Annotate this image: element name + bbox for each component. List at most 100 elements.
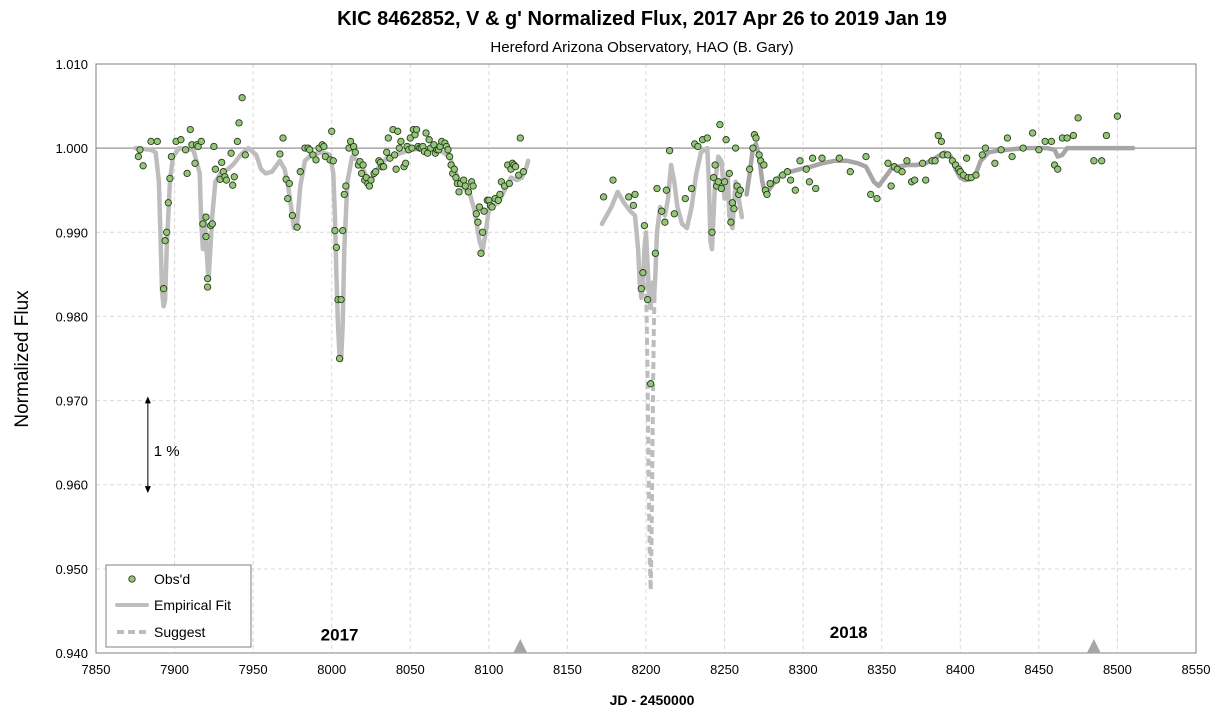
x-axis-title: JD - 2450000 xyxy=(610,692,695,708)
obs-point xyxy=(285,179,293,188)
x-tick-label: 8550 xyxy=(1182,662,1211,677)
obs-point xyxy=(199,220,207,228)
obs-point xyxy=(357,169,366,178)
obs-point xyxy=(519,168,528,176)
obs-point xyxy=(1008,152,1016,161)
obs-point xyxy=(898,168,906,176)
obs-point xyxy=(722,136,730,144)
obs-point xyxy=(944,151,952,159)
obs-point xyxy=(496,190,504,199)
obs-point xyxy=(233,137,242,146)
observed-series xyxy=(134,94,1122,388)
obs-point xyxy=(1028,129,1037,137)
legend: Obs'd Empirical Fit Suggest xyxy=(105,564,252,648)
obs-point xyxy=(931,157,939,165)
obs-point xyxy=(422,129,430,137)
obs-point xyxy=(494,196,502,204)
obs-point xyxy=(1047,137,1056,146)
obs-point xyxy=(786,176,795,184)
obs-point xyxy=(629,201,638,210)
x-tick-label: 7900 xyxy=(160,662,189,677)
obs-point xyxy=(746,165,754,173)
obs-point xyxy=(312,156,320,164)
obs-point xyxy=(1063,134,1071,142)
obs-point xyxy=(474,218,482,226)
obs-point xyxy=(997,146,1005,154)
suggest-line xyxy=(644,282,657,592)
obs-point xyxy=(335,354,344,363)
obs-point xyxy=(766,179,774,188)
obs-point xyxy=(488,203,496,211)
x-tick-label: 8300 xyxy=(789,662,818,677)
obs-point xyxy=(337,295,345,304)
obs-point xyxy=(367,176,375,184)
obs-point xyxy=(760,161,768,169)
x-tick-label: 7850 xyxy=(82,662,111,677)
obs-point xyxy=(276,150,284,158)
obs-point xyxy=(725,169,733,178)
obs-point xyxy=(208,220,216,228)
obs-point xyxy=(1035,146,1043,154)
obs-point xyxy=(599,193,608,201)
obs-point xyxy=(1019,144,1027,152)
y-tick-label: 0.970 xyxy=(55,394,88,409)
empirical-fit-line xyxy=(599,145,745,311)
obs-point xyxy=(194,142,202,151)
obs-point xyxy=(812,184,820,193)
obs-point xyxy=(670,210,678,218)
obs-point xyxy=(1074,114,1082,122)
obs-point xyxy=(796,157,804,165)
obs-point xyxy=(134,152,143,161)
y-tick-label: 0.980 xyxy=(55,309,88,324)
obs-point xyxy=(177,136,185,144)
y-tick-label: 0.950 xyxy=(55,562,88,577)
obs-point xyxy=(755,151,763,159)
obs-point xyxy=(464,188,473,196)
obs-point xyxy=(1054,165,1062,173)
obs-point xyxy=(455,188,463,196)
year-end-marker xyxy=(1086,639,1101,653)
obs-point xyxy=(383,148,391,156)
obs-point xyxy=(991,159,999,167)
obs-point xyxy=(1041,137,1049,146)
annotations: 2017 2018 1 % xyxy=(144,396,1101,653)
obs-point xyxy=(167,152,176,161)
obs-point xyxy=(934,131,942,140)
obs-point xyxy=(720,178,729,186)
year-end-marker xyxy=(513,639,528,653)
obs-point xyxy=(478,228,487,236)
x-tick-label: 8100 xyxy=(474,662,503,677)
obs-point xyxy=(203,283,212,291)
obs-point xyxy=(475,203,484,211)
obs-point xyxy=(460,176,468,184)
year-label: 2017 xyxy=(321,625,359,644)
obs-point xyxy=(647,380,655,388)
legend-fit-label: Empirical Fit xyxy=(154,597,231,613)
obs-point xyxy=(340,190,348,199)
grid xyxy=(96,64,1196,653)
obs-point xyxy=(818,154,826,162)
obs-point xyxy=(511,163,520,171)
y-axis-title: Normalized Flux xyxy=(12,290,33,428)
obs-point xyxy=(867,190,875,199)
obs-point xyxy=(651,249,660,257)
obs-point xyxy=(505,179,513,188)
obs-point xyxy=(609,176,617,184)
obs-point xyxy=(1090,157,1098,165)
obs-point xyxy=(397,137,405,146)
scale-arrow-head-up xyxy=(144,396,151,404)
obs-point xyxy=(653,184,661,193)
obs-point xyxy=(210,142,218,151)
obs-point xyxy=(1069,131,1078,140)
obs-point xyxy=(197,137,205,146)
obs-point xyxy=(727,218,735,226)
x-tick-label: 8050 xyxy=(396,662,425,677)
obs-point xyxy=(395,144,403,152)
obs-point xyxy=(625,193,633,201)
obs-point xyxy=(480,207,488,215)
obs-point xyxy=(166,174,174,183)
y-tick-label: 0.960 xyxy=(55,478,88,493)
obs-point xyxy=(392,165,400,173)
obs-point xyxy=(846,168,854,176)
